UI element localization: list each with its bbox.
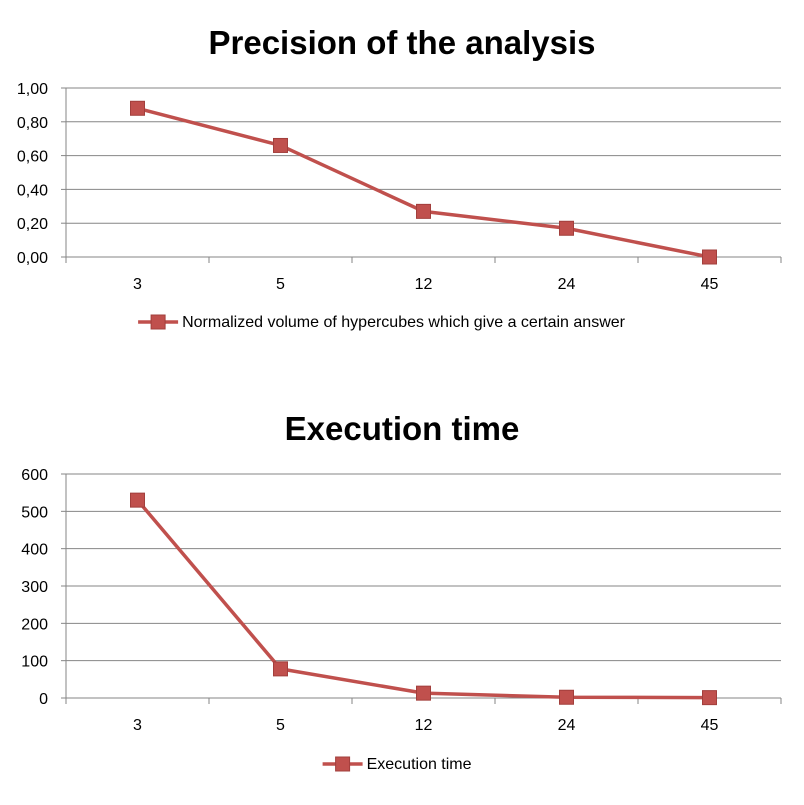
data-point [273, 137, 288, 153]
chart-2: Execution time 0 100 200 300 400 500 600 3 5 12 24 4… [21, 410, 782, 773]
y-tick-label: 600 [21, 467, 48, 484]
x-tick-label: 5 [276, 276, 285, 293]
x-tick-label: 24 [558, 717, 576, 734]
x-tick-label: 3 [133, 717, 142, 734]
x-tick-label: 45 [701, 717, 719, 734]
data-point [559, 689, 574, 705]
data-point [702, 249, 717, 265]
y-tick-label: 0,60 [17, 149, 48, 166]
x-tick-label: 45 [701, 276, 719, 293]
chart-title: Execution time [285, 410, 520, 447]
x-tick-label: 3 [133, 276, 142, 293]
y-tick-label: 0,40 [17, 182, 48, 199]
y-tick-label: 100 [21, 654, 48, 671]
data-point [559, 220, 574, 236]
y-tick-label: 1,00 [17, 81, 48, 98]
y-tick-label: 0,20 [17, 216, 48, 233]
y-tick-label: 500 [21, 504, 48, 521]
data-point [130, 492, 145, 508]
x-tick-label: 5 [276, 717, 285, 734]
data-point [273, 661, 288, 677]
data-point [702, 690, 717, 706]
y-tick-label: 200 [21, 616, 48, 633]
x-tick-label: 24 [558, 276, 576, 293]
chart-title: Precision of the analysis [209, 24, 596, 61]
data-point [130, 100, 145, 116]
x-tick-label: 12 [415, 717, 433, 734]
y-tick-label: 400 [21, 542, 48, 559]
data-point [416, 203, 431, 219]
series-line [136, 499, 710, 700]
y-tick-label: 0 [39, 691, 48, 708]
y-tick-label: 0,80 [17, 115, 48, 132]
y-tick-label: 300 [21, 579, 48, 596]
series-line [137, 106, 710, 259]
legend-label: Normalized volume of hypercubes which gi… [182, 314, 626, 331]
chart-1: Precision of the analysis 0,00 0,20 0,40 0,6… [17, 24, 782, 331]
legend-marker [150, 314, 166, 330]
data-point [416, 685, 431, 701]
legend-marker [335, 756, 351, 772]
legend-label: Execution time [367, 756, 472, 773]
x-tick-label: 12 [415, 276, 433, 293]
y-tick-label: 0,00 [17, 250, 48, 267]
